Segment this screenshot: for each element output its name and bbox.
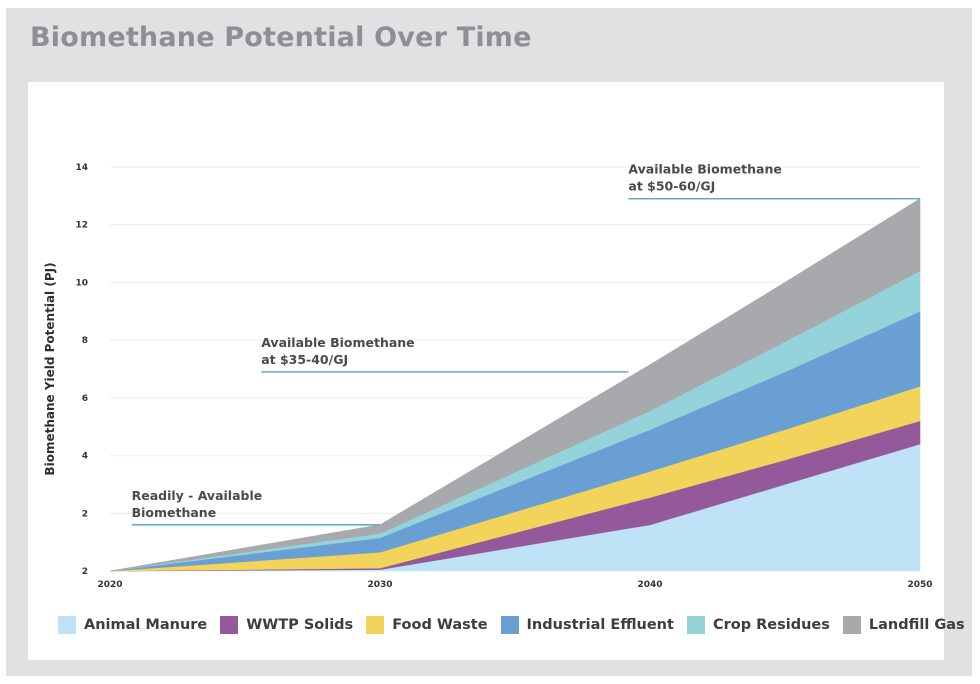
legend-label: WWTP Solids — [246, 617, 354, 633]
chart-panel: Readily - Available Biomethane Available B… — [28, 82, 965, 660]
annotation-label: at $50-60/GJ — [628, 179, 715, 194]
legend-swatch — [58, 616, 76, 634]
legend-swatch — [842, 616, 861, 634]
legend-item-crop-residues: Crop Residues — [686, 616, 830, 634]
x-tick-label: 2020 — [97, 580, 122, 590]
legend-label: Animal Manure — [84, 617, 208, 633]
annotation-label: Biomethane — [132, 505, 217, 520]
y-tick-label: 10 — [75, 278, 88, 288]
annotation-label: Available Biomethane — [628, 162, 781, 177]
annotation-label: at $35-40/GJ — [261, 352, 348, 367]
legend-label: Industrial Effluent — [526, 617, 674, 633]
legend-item-food-waste: Food Waste — [366, 616, 488, 634]
legend-item-landfill-gas: Landfill Gas — [842, 616, 965, 634]
y-tick-label: 14 — [75, 163, 88, 173]
legend-item-animal-manure: Animal Manure — [58, 616, 207, 634]
y-tick-label: 4 — [82, 452, 88, 462]
legend-item-wwtp-solids: WWTP Solids — [220, 616, 353, 634]
legend-label: Crop Residues — [712, 617, 830, 633]
area-chart: Readily - Available Biomethane Available B… — [43, 162, 933, 590]
y-tick-label: 2 — [82, 567, 88, 577]
legend: Animal Manure WWTP Solids Food Waste Indust… — [58, 616, 978, 634]
legend-swatch — [500, 616, 519, 634]
legend-swatch — [220, 616, 239, 634]
legend-swatch — [366, 616, 385, 634]
x-tick-label: 2030 — [367, 580, 392, 590]
axis-layer: 2 2 4 6 8 10 12 14 2020 2030 2040 2050 Biomethane Yi… — [43, 163, 933, 590]
page-title: Biomethane Potential Over Time — [30, 22, 532, 53]
y-tick-label: 2 — [82, 509, 88, 519]
y-axis-label: Biomethane Yield Potential (PJ) — [43, 262, 57, 475]
legend-swatch — [686, 616, 705, 634]
area-layer — [109, 198, 921, 572]
annotation-label: Available Biomethane — [261, 335, 414, 350]
legend-label: Landfill Gas — [868, 617, 965, 633]
y-tick-label: 12 — [75, 221, 88, 231]
annotation-label: Readily - Available — [132, 488, 263, 503]
annotation-layer: Readily - Available Biomethane Available B… — [131, 162, 920, 526]
legend-label: Food Waste — [392, 617, 488, 633]
x-tick-label: 2040 — [637, 580, 662, 590]
y-tick-label: 8 — [82, 336, 88, 346]
x-tick-label: 2050 — [907, 580, 932, 590]
area-landfill-gas — [109, 198, 921, 572]
legend-item-industrial-effluent: Industrial Effluent — [500, 616, 674, 634]
y-tick-label: 6 — [82, 394, 88, 404]
